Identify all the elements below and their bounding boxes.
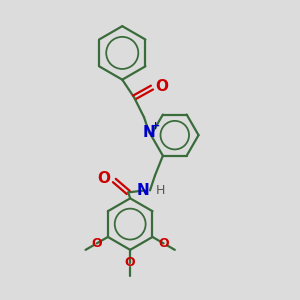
Text: N: N <box>142 125 155 140</box>
Text: H: H <box>156 184 165 197</box>
Text: O: O <box>158 237 169 250</box>
Text: +: + <box>151 121 160 131</box>
Text: O: O <box>98 171 110 186</box>
Text: O: O <box>92 237 102 250</box>
Text: N: N <box>136 183 149 198</box>
Text: O: O <box>155 79 168 94</box>
Text: O: O <box>125 256 136 269</box>
